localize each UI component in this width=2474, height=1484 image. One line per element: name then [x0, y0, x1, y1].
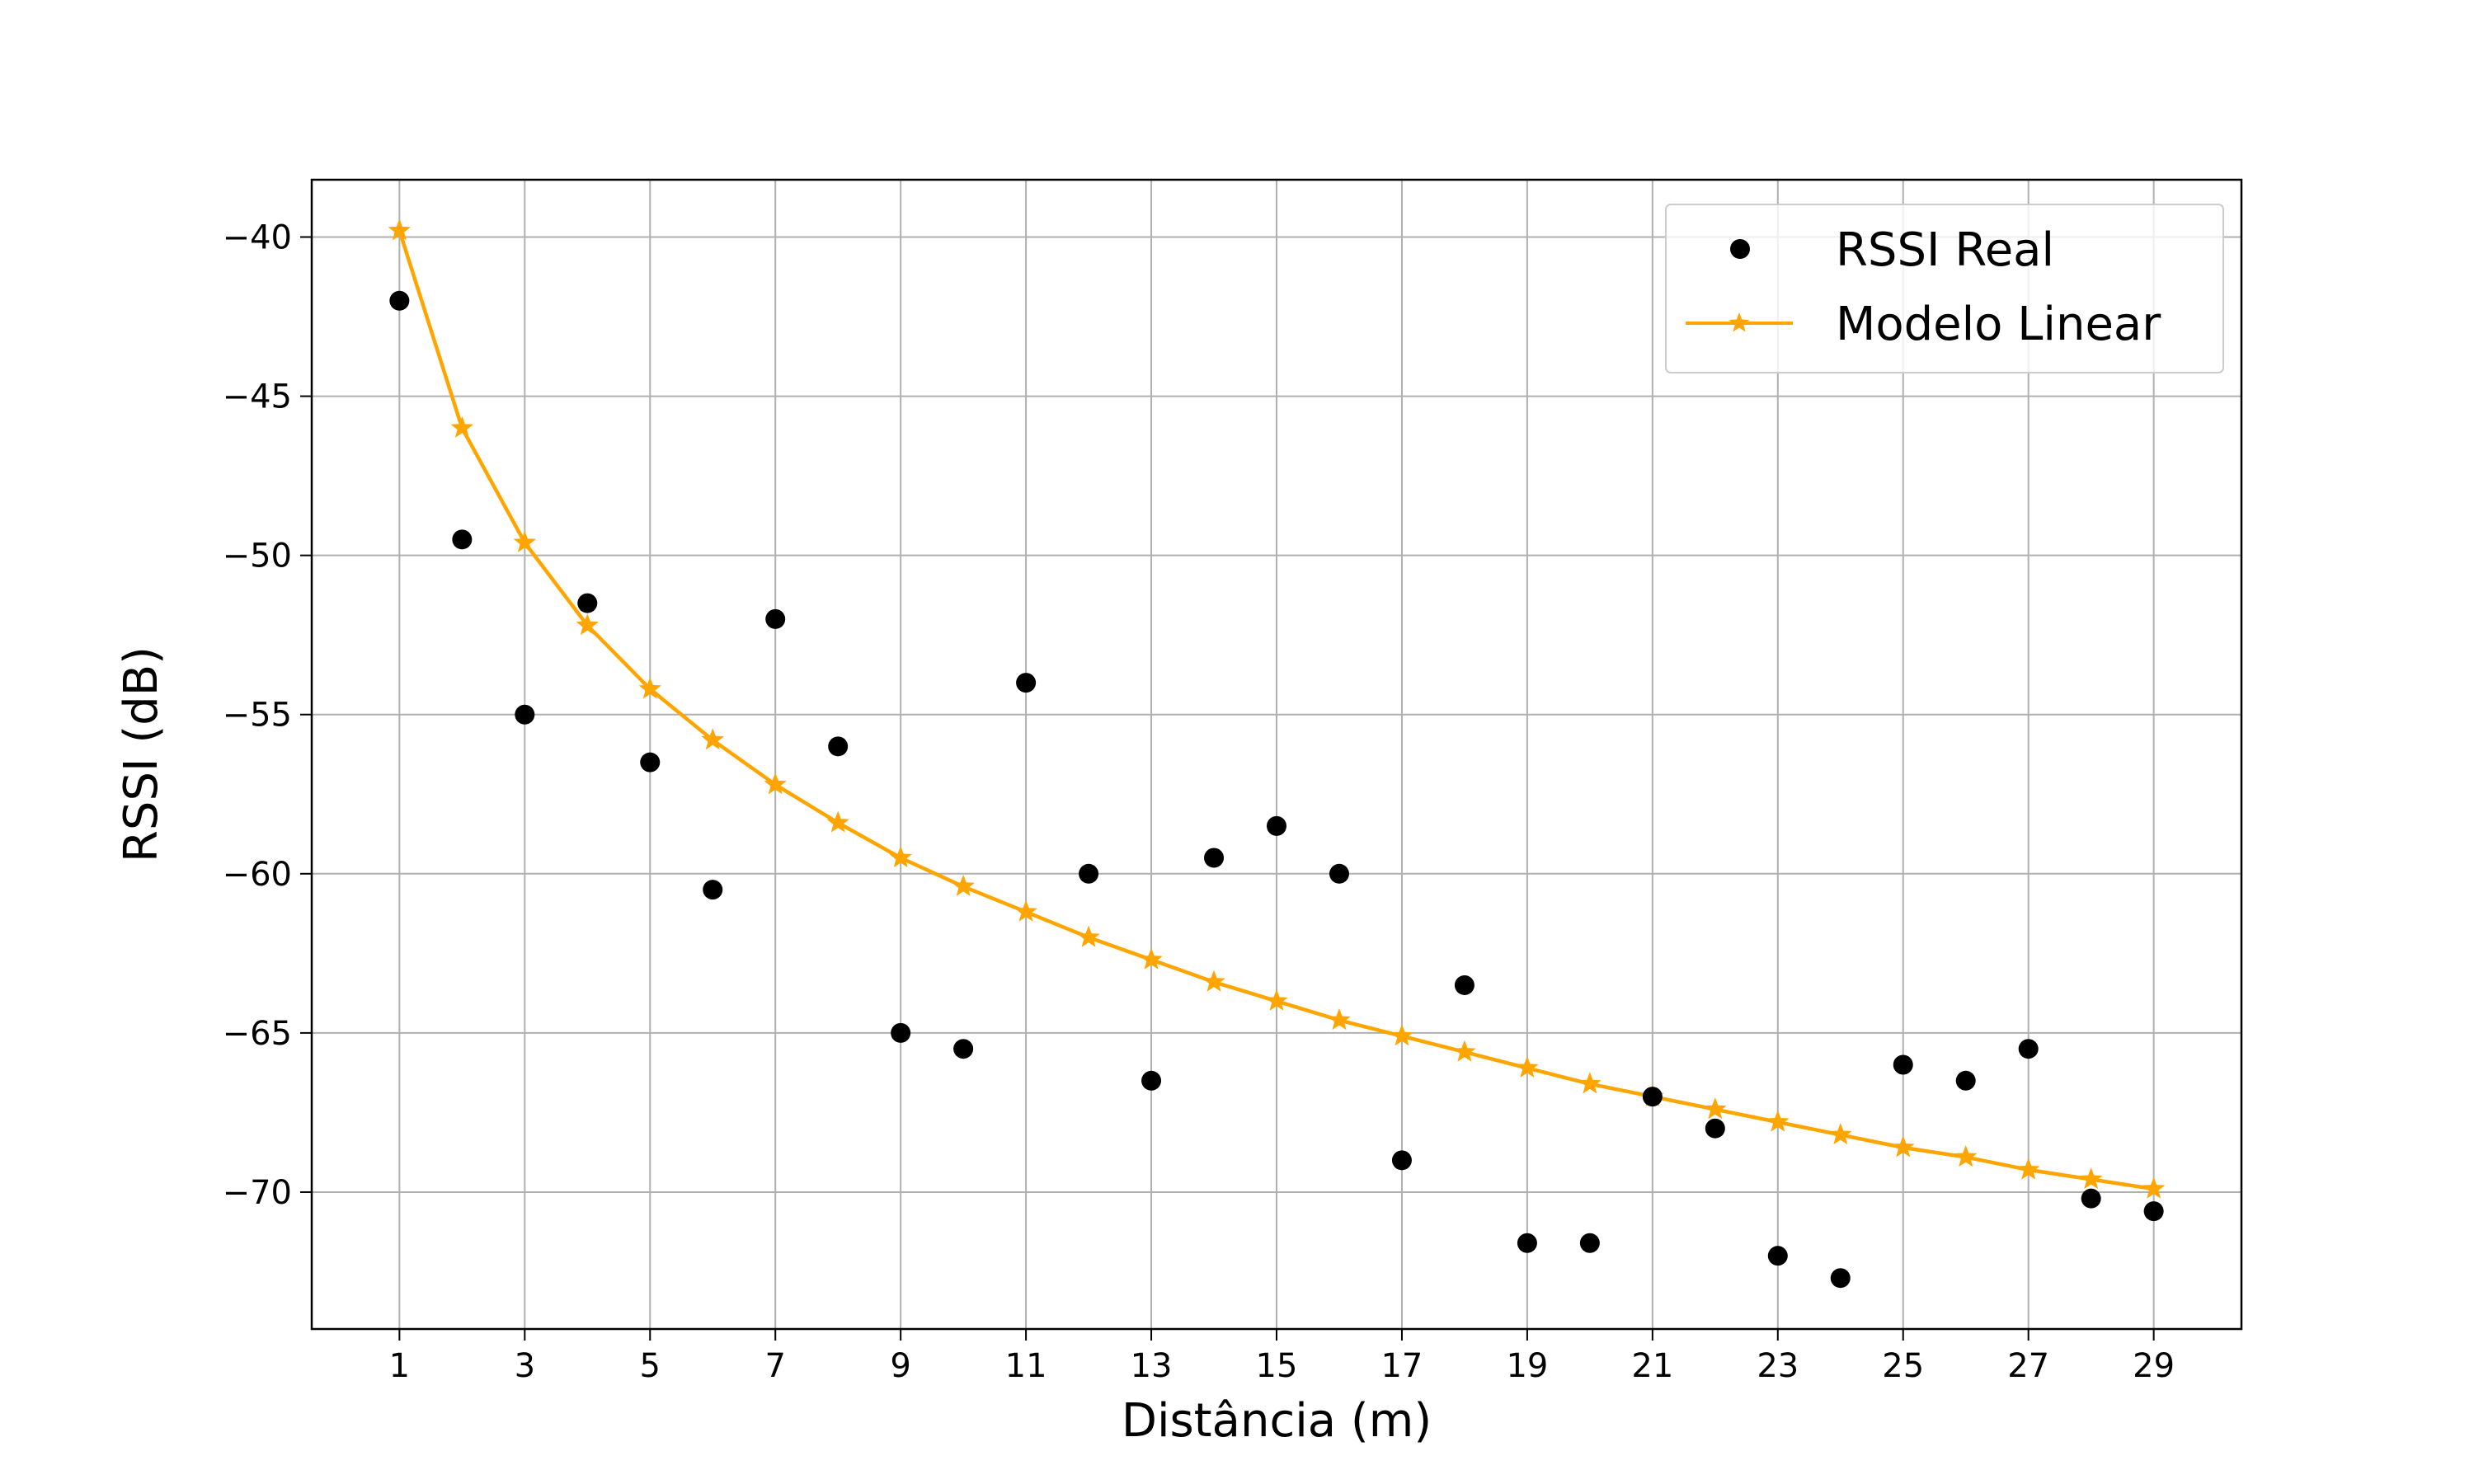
model-line-series [388, 218, 2166, 1199]
rssi-real-point [1579, 1233, 1600, 1253]
real-scatter-series [389, 290, 2164, 1289]
rssi-real-point [1079, 863, 1099, 884]
model-line-star-marker [2142, 1176, 2166, 1199]
model-line-star-marker [1578, 1072, 1602, 1094]
rssi-real-point [828, 736, 849, 757]
rssi-real-point [452, 529, 473, 550]
rssi-real-point [1454, 974, 1475, 995]
x-tick-label: 3 [515, 1347, 535, 1385]
model-line-star-marker [1954, 1145, 1978, 1167]
x-tick-label: 7 [764, 1347, 785, 1385]
y-tick-label: −50 [223, 538, 292, 575]
y-axis: −40 −45 −50 −55 −60 −65 −70 [223, 219, 312, 1212]
rssi-real-point [1329, 863, 1349, 884]
legend-scatter-marker [1730, 239, 1750, 259]
rssi-real-point [2018, 1039, 2039, 1059]
model-line-star-marker [1453, 1040, 1476, 1062]
rssi-real-point [1830, 1268, 1851, 1289]
x-tick-label: 21 [1631, 1347, 1673, 1385]
y-tick-label: −40 [223, 219, 292, 257]
rssi-real-point [1642, 1087, 1663, 1107]
rssi-real-point [389, 290, 410, 311]
legend-star-marker [1729, 312, 1750, 332]
model-line-star-marker [513, 530, 537, 552]
model-line-star-marker [701, 728, 724, 750]
rssi-real-point [703, 880, 723, 900]
rssi-real-point [515, 704, 535, 725]
rssi-real-point [765, 608, 786, 629]
legend-box [1665, 204, 2224, 373]
x-tick-label: 1 [389, 1347, 410, 1385]
legend-label-rssi-real: RSSI Real [1836, 223, 2054, 277]
rssi-real-point [1517, 1233, 1537, 1253]
model-line-star-marker [1704, 1097, 1727, 1120]
model-line-star-marker [952, 874, 975, 896]
rssi-real-point [953, 1039, 974, 1059]
rssi-real-point [1893, 1054, 1913, 1075]
legend: RSSI Real Modelo Linear [1665, 204, 2224, 373]
rssi-real-point [1141, 1070, 1162, 1091]
model-line-star-marker [638, 677, 661, 699]
rssi-real-point [891, 1022, 911, 1043]
x-tick-label: 11 [1005, 1347, 1047, 1385]
model-line-star-marker [1390, 1024, 1413, 1046]
x-axis: 1 3 5 7 9 11 13 15 17 19 21 23 25 27 29 [389, 1329, 2175, 1385]
y-tick-label: −60 [223, 856, 292, 894]
y-tick-label: −55 [223, 697, 292, 735]
model-line-star-marker [1077, 925, 1100, 947]
x-tick-label: 13 [1131, 1347, 1173, 1385]
legend-label-modelo-linear: Modelo Linear [1836, 298, 2161, 351]
rssi-real-point [1391, 1150, 1412, 1171]
model-line-star-marker [826, 810, 849, 833]
x-tick-label: 17 [1380, 1347, 1423, 1385]
x-tick-label: 29 [2133, 1347, 2175, 1385]
y-axis-title: RSSI (dB) [115, 646, 168, 862]
x-tick-label: 15 [1256, 1347, 1298, 1385]
rssi-real-point [1016, 673, 1037, 693]
model-line-star-marker [1202, 970, 1225, 992]
rssi-real-point [577, 593, 598, 613]
y-tick-label: −45 [223, 378, 292, 416]
rssi-real-point [2143, 1201, 2164, 1222]
y-tick-label: −70 [223, 1174, 292, 1212]
model-line-star-marker [889, 846, 912, 868]
model-line-star-marker [2016, 1158, 2040, 1180]
x-tick-label: 25 [1882, 1347, 1924, 1385]
x-tick-label: 23 [1757, 1347, 1799, 1385]
x-tick-label: 27 [2007, 1347, 2049, 1385]
model-line-star-marker [1516, 1055, 1539, 1078]
rssi-real-point [1767, 1246, 1788, 1266]
model-line-star-marker [1892, 1135, 1915, 1158]
y-tick-label: −65 [223, 1015, 292, 1053]
model-line-star-marker [1265, 989, 1288, 1011]
rssi-real-point [640, 752, 661, 773]
x-tick-label: 9 [890, 1347, 910, 1385]
model-line-star-marker [1140, 947, 1163, 970]
x-tick-label: 19 [1506, 1347, 1548, 1385]
model-line-star-marker [1328, 1008, 1351, 1031]
model-line-star-marker [764, 773, 787, 795]
rssi-real-point [2081, 1188, 2101, 1209]
grid [312, 180, 2241, 1329]
model-line-star-marker [388, 218, 412, 241]
model-line-star-marker [1829, 1123, 1852, 1145]
x-axis-title: Distância (m) [1122, 1394, 1432, 1448]
model-line-star-marker [2079, 1167, 2103, 1190]
model-line-star-marker [1014, 899, 1037, 922]
rssi-real-point [1267, 815, 1286, 836]
rssi-real-point [1705, 1118, 1725, 1139]
model-line-star-marker [1766, 1110, 1790, 1132]
rssi-real-point [1955, 1070, 1976, 1091]
model-line-star-marker [576, 613, 599, 636]
rssi-real-point [1204, 848, 1225, 868]
model-line-star-marker [450, 416, 474, 438]
x-tick-label: 5 [640, 1347, 661, 1385]
